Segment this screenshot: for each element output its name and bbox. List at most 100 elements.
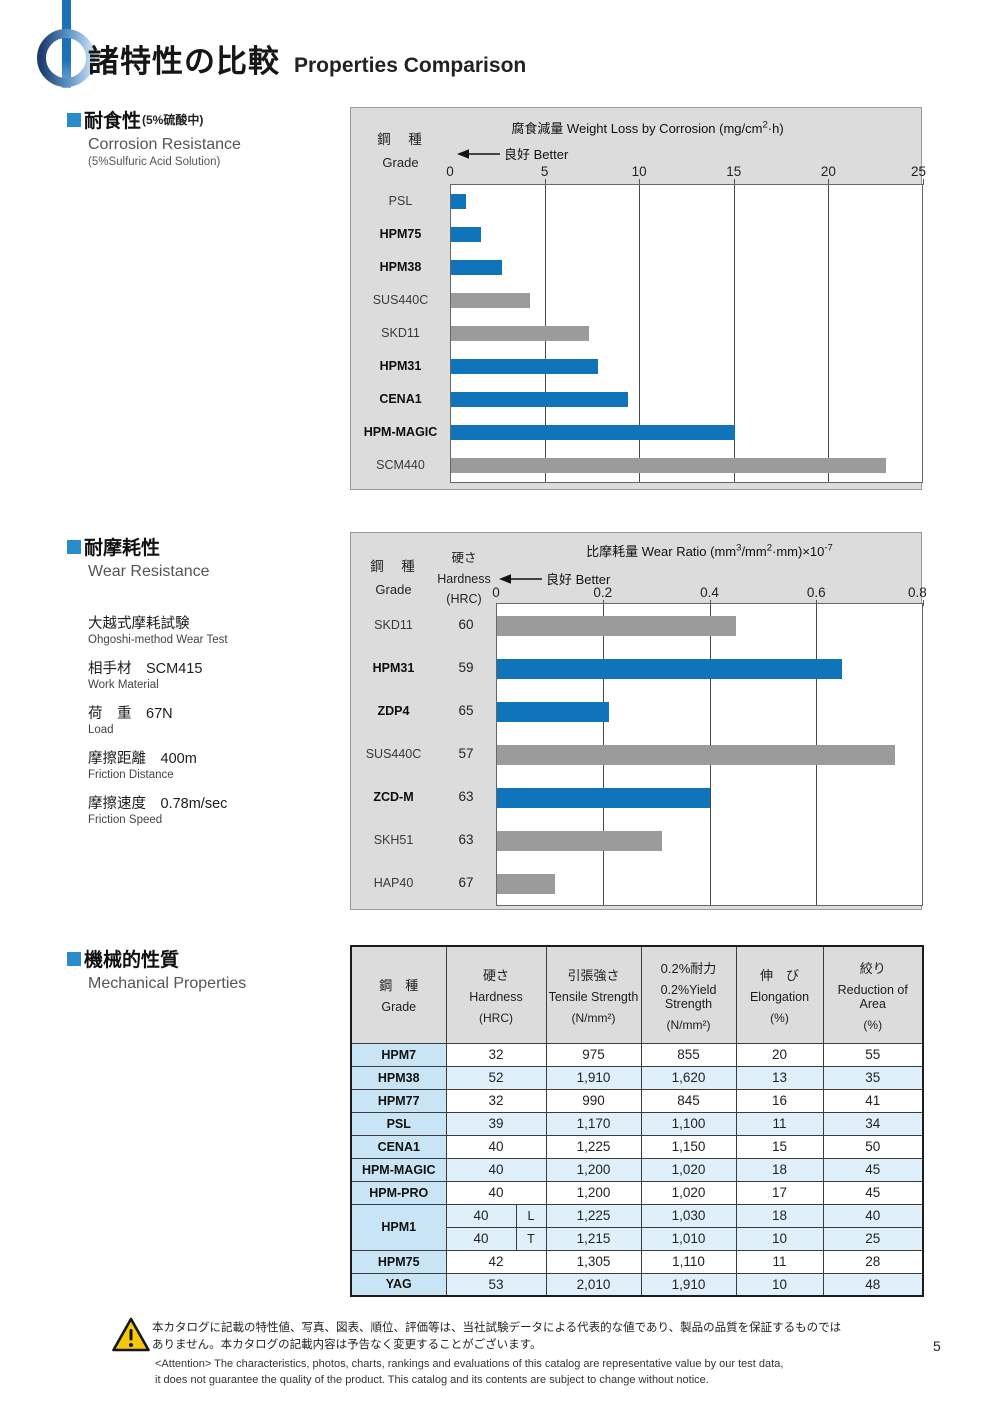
bar-hpm38 [451, 260, 502, 275]
grade-header-jp: 鋼 種 [370, 559, 417, 574]
reduction-cell: 35 [822, 1065, 924, 1090]
attention-en-line2: it does not guarantee the quality of the… [155, 1373, 709, 1386]
direction-cell: T [515, 1226, 547, 1251]
header-en: 0.2%Yield Strength [660, 982, 717, 1011]
grade-label: HPM31 [372, 660, 415, 675]
table-row: CENA1 40 1,225 1,150 15 50 [350, 1134, 924, 1159]
grade-label: SUS440C [365, 746, 422, 761]
hardness-value: 63 [458, 789, 474, 804]
grade-label: HPM31 [379, 358, 422, 373]
yield-cell: 855 [640, 1042, 737, 1067]
header-unit: (HRC) [479, 1010, 513, 1025]
hardness-column-header: 硬さ Hardness (HRC) [431, 547, 497, 612]
yield-cell: 1,110 [640, 1249, 737, 1274]
corrosion-section-heading: 耐食性 (5%硫酸中) Corrosion Resistance (5%Sulf… [67, 106, 241, 168]
hardness-header-en: Hardness [437, 572, 491, 586]
table-row: YAG 53 2,010 1,910 10 48 [350, 1272, 924, 1297]
header-en: Grade [381, 1000, 417, 1015]
bar-hpm31 [497, 658, 843, 679]
elongation-cell: 10 [735, 1272, 824, 1297]
header-en: Tensile Strength [548, 989, 639, 1004]
table-row: 40 T 1,215 1,010 10 25 [351, 1226, 924, 1251]
hardness-header-jp: 硬さ [451, 551, 477, 565]
grade-cell: HPM38 [350, 1065, 447, 1090]
grade-header-jp: 鋼 種 [377, 132, 424, 147]
corrosion-chart: 腐食減量 Weight Loss by Corrosion (mg/cm2·h)… [350, 107, 927, 490]
table-row: HPM1 40 L 1,225 1,030 18 40 [350, 1203, 924, 1251]
condition-en: Ohgoshi-method Wear Test [88, 634, 228, 646]
axis-tick-label: 25 [910, 164, 927, 179]
header-unit: (%) [770, 1010, 789, 1025]
corrosion-heading-jp-note: (5%硫酸中) [142, 113, 204, 127]
condition-item: 大越式摩耗試験 Ohgoshi-method Wear Test [88, 612, 338, 646]
reduction-cell: 50 [822, 1134, 924, 1159]
reduction-cell: 34 [822, 1111, 924, 1136]
better-label: 良好 Better [546, 572, 611, 587]
axis-tickmark [544, 179, 546, 185]
hardness-values: 60 59 65 57 63 63 67 [436, 603, 496, 904]
grade-label: HPM75 [379, 226, 422, 241]
grade-label: ZDP4 [377, 703, 410, 718]
elongation-cell: 18 [735, 1157, 824, 1182]
hardness-cell: 32 [445, 1088, 547, 1113]
axis-tickmark [828, 179, 830, 185]
grade-cell: HPM77 [350, 1088, 447, 1113]
hardness-cell: 42 [445, 1249, 547, 1274]
page-title: 諸特性の比較 Properties Comparison [88, 36, 526, 81]
warning-triangle-icon [112, 1317, 150, 1352]
wear-chart: 比摩耗量 Wear Ratio (mm3/mm2·mm)×10-7 鋼 種 Gr… [350, 532, 927, 910]
axis-tick-label: 0.4 [700, 585, 719, 600]
elongation-cell: 20 [735, 1042, 824, 1067]
tensile-cell: 1,200 [545, 1157, 642, 1182]
yield-cell: 1,620 [640, 1065, 737, 1090]
tensile-cell: 1,170 [545, 1111, 642, 1136]
yield-cell: 1,020 [640, 1157, 737, 1182]
wear-section-heading: 耐摩耗性 Wear Resistance [67, 533, 210, 581]
reduction-cell: 45 [822, 1157, 924, 1182]
tensile-cell: 975 [545, 1042, 642, 1067]
header-reduction: 絞り Reduction of Area (%) [822, 945, 924, 1044]
table-row: HPM77 32 990 845 16 41 [350, 1088, 924, 1113]
header-hardness: 硬さ Hardness (HRC) [445, 945, 547, 1044]
hardness-cell: 53 [445, 1272, 547, 1297]
hardness-value: 57 [458, 746, 474, 761]
condition-jp: 摩擦速度 0.78m/sec [88, 796, 228, 812]
grade-label: PSL [388, 193, 413, 208]
table-row: HPM38 52 1,910 1,620 13 35 [350, 1065, 924, 1090]
reduction-cell: 40 [822, 1203, 924, 1228]
table-row: HPM75 42 1,305 1,110 11 28 [350, 1249, 924, 1274]
better-direction: 良好 Better [499, 569, 610, 588]
x-axis: 0 0.2 0.4 0.6 0.8 [492, 582, 927, 606]
axis-tick-label: 20 [820, 164, 836, 179]
grade-cell: PSL [350, 1111, 447, 1136]
grade-label: SKD11 [381, 325, 420, 340]
axis-tickmark [923, 179, 924, 185]
elongation-cell: 15 [735, 1134, 824, 1159]
direction-cell: L [515, 1203, 547, 1228]
corrosion-heading-en-note: (5%Sulfuric Acid Solution) [88, 156, 221, 168]
tensile-cell: 2,010 [545, 1272, 642, 1297]
tensile-cell: 1,215 [545, 1226, 642, 1251]
hardness-value: 67 [458, 875, 474, 890]
bar-hpm75 [451, 227, 482, 242]
axis-tickmark [639, 179, 641, 185]
grade-cell: HPM1 [350, 1203, 447, 1251]
grade-label: SKD11 [374, 617, 413, 632]
reduction-cell: 55 [822, 1042, 924, 1067]
header-en: Elongation [749, 989, 810, 1004]
header-grade: 鋼 種 Grade [350, 945, 447, 1044]
logo-ring-icon [37, 29, 95, 87]
condition-en: Friction Speed [88, 814, 163, 826]
hardness-cell: 39 [445, 1111, 547, 1136]
x-axis: 0 5 10 15 20 25 [446, 161, 927, 185]
grade-labels: PSL HPM75 HPM38 SUS440C SKD11 HPM31 CENA1 HPM-M… [351, 184, 450, 481]
axis-tick-label: 15 [726, 164, 742, 179]
reduction-cell: 48 [822, 1272, 924, 1297]
header-en: Hardness [469, 989, 523, 1004]
grade-label: SKH51 [373, 832, 414, 847]
better-label: 良好 Better [504, 147, 569, 162]
condition-jp: 相手材 SCM415 [88, 661, 203, 677]
mech-table-body: HPM7 32 975 855 20 55 HPM38 52 1,910 1,620 13 35 HPM… [350, 1042, 924, 1297]
hardness-value: 63 [458, 832, 474, 847]
grade-column-header: 鋼 種 Grade [351, 128, 450, 170]
